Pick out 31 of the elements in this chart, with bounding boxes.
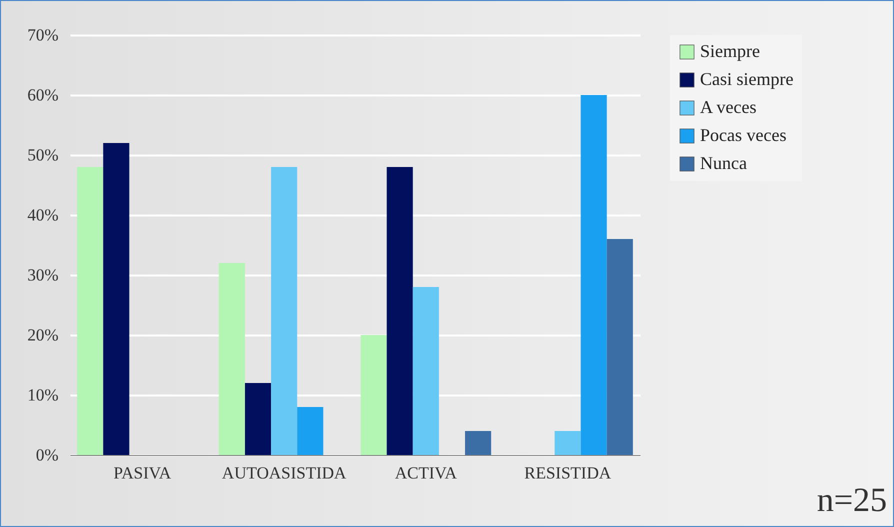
- x-tick-label: RESISTIDA: [524, 464, 612, 482]
- bar: [580, 95, 607, 455]
- bar: [77, 167, 104, 455]
- x-tick-label: ACTIVA: [394, 464, 458, 482]
- y-tick-label: 20%: [27, 326, 58, 344]
- x-tick-label: PASIVA: [113, 464, 172, 482]
- bar: [465, 431, 492, 455]
- bar: [386, 167, 413, 455]
- y-tick-label: 0%: [36, 446, 58, 464]
- bar: [244, 383, 272, 455]
- bar: [297, 407, 324, 455]
- bar: [271, 167, 298, 455]
- y-tick-label: 40%: [27, 206, 58, 224]
- y-tick-label: 70%: [27, 26, 58, 44]
- legend-label: A veces: [700, 97, 756, 117]
- y-tick-label: 30%: [27, 266, 58, 284]
- bar: [606, 239, 633, 455]
- y-tick-label: 10%: [27, 386, 58, 404]
- x-tick-label: AUTOASISTIDA: [222, 464, 347, 482]
- bar: [218, 263, 245, 455]
- legend-label: Siempre: [700, 41, 760, 61]
- y-tick-label: 60%: [27, 86, 58, 104]
- bar: [554, 431, 581, 455]
- legend-label: Casi siempre: [700, 69, 794, 89]
- text: n=25: [816, 482, 887, 520]
- legend-label: Pocas veces: [700, 125, 786, 145]
- bar: [360, 335, 387, 455]
- bar: [412, 287, 439, 455]
- y-tick-label: 50%: [27, 146, 58, 164]
- legend-label: Nunca: [700, 153, 747, 173]
- bar: [103, 143, 130, 455]
